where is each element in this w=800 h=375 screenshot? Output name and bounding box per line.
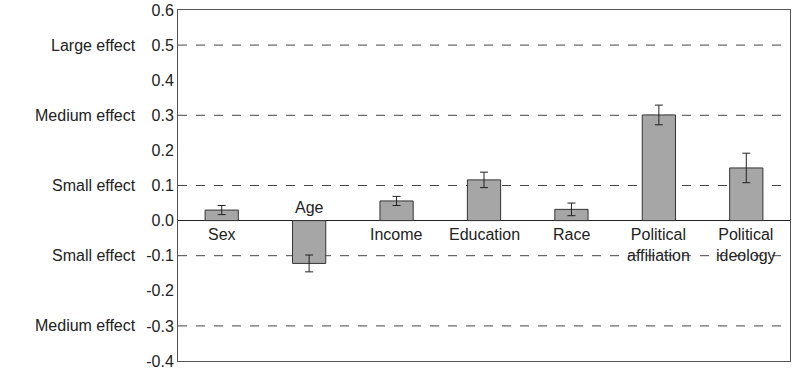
svg-text:Large effect: Large effect (51, 37, 136, 54)
svg-text:0.4: 0.4 (152, 72, 174, 89)
svg-text:Politicalaffiliation: Politicalaffiliation (627, 226, 690, 264)
svg-text:Age: Age (295, 199, 324, 216)
svg-text:Income: Income (370, 226, 423, 243)
svg-text:0.1: 0.1 (152, 177, 174, 194)
svg-text:0.6: 0.6 (152, 2, 174, 19)
svg-text:0.3: 0.3 (152, 107, 174, 124)
svg-text:-0.2: -0.2 (146, 282, 174, 299)
svg-text:-0.4: -0.4 (146, 353, 174, 370)
svg-text:Sex: Sex (208, 226, 236, 243)
svg-text:Small effect: Small effect (52, 177, 136, 194)
svg-text:0.0: 0.0 (152, 212, 174, 229)
svg-text:Education: Education (449, 226, 520, 243)
svg-text:0.2: 0.2 (152, 142, 174, 159)
svg-text:Small effect: Small effect (52, 247, 136, 264)
svg-text:Medium effect: Medium effect (35, 107, 136, 124)
svg-text:0.5: 0.5 (152, 37, 174, 54)
svg-text:Medium effect: Medium effect (35, 317, 136, 334)
svg-text:-0.1: -0.1 (146, 247, 174, 264)
svg-text:Race: Race (553, 226, 590, 243)
svg-text:Politicalideology: Politicalideology (716, 226, 776, 264)
svg-text:-0.3: -0.3 (146, 318, 174, 335)
